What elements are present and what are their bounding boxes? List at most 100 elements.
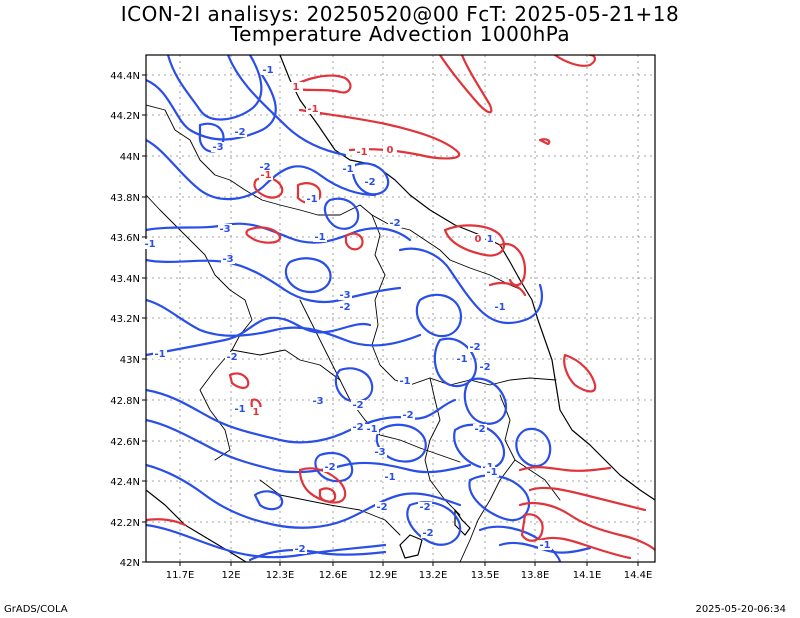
negative-contour-label: -3: [312, 396, 323, 407]
lon-tick-label: 12.6E: [319, 570, 348, 581]
lat-tick-label: 44.2N: [110, 111, 140, 122]
negative-contour-label: -1: [366, 424, 377, 435]
longitude-axis: 11.7E 12E 12.3E 12.6E 12.9E 13.2E 13.5E 13.8E 14…: [166, 562, 653, 581]
negative-label-bg: [468, 342, 482, 352]
lat-tick-label: 44N: [120, 152, 140, 163]
negative-contour-label: -2: [469, 342, 480, 353]
negative-label-bg: [153, 349, 167, 359]
negative-label-bg: [418, 502, 432, 512]
negative-contour-label: -1: [234, 404, 245, 415]
lat-tick-label: 44.4N: [110, 71, 140, 82]
negative-contour-label: -1: [486, 467, 497, 478]
negative-contour-label: -1: [494, 302, 505, 313]
negative-label-bg: [538, 540, 552, 550]
negative-contour-label: -1: [154, 349, 165, 360]
lon-tick-label: 13.8E: [521, 570, 550, 581]
negative-contour-label: -2: [419, 502, 430, 513]
lat-tick-label: 42N: [120, 558, 140, 569]
lon-tick-label: 12E: [221, 570, 240, 581]
lon-tick-label: 14.1E: [573, 570, 602, 581]
negative-label-bg: [363, 177, 377, 187]
positive-contour-label: 1: [253, 407, 260, 418]
lat-tick-label: 43N: [120, 355, 140, 366]
negative-contour-label: -3: [374, 447, 385, 458]
negative-contour-label: -1: [399, 376, 410, 387]
negative-contour-label: -1: [539, 540, 550, 551]
negative-label-bg: [421, 528, 435, 538]
positive-label-bg: [306, 104, 320, 114]
negative-label-bg: [375, 502, 389, 512]
negative-label-bg: [305, 194, 319, 204]
negative-contour-label: -1: [314, 232, 325, 243]
negative-label-bg: [351, 422, 365, 432]
negative-label-bg: [293, 544, 307, 554]
negative-contour-label: -1: [342, 164, 353, 175]
negative-contour-label: -2: [422, 528, 433, 539]
negative-contour-label: -2: [364, 177, 375, 188]
lon-tick-label: 12.3E: [266, 570, 295, 581]
positive-label-bg: [355, 147, 369, 157]
negative-label-bg: [233, 127, 247, 137]
negative-contour-label: -1: [456, 354, 467, 365]
negative-label-bg: [338, 302, 352, 312]
negative-contour-label: -3: [339, 290, 350, 301]
negative-label-bg: [383, 472, 397, 482]
negative-contour-label: -3: [219, 224, 230, 235]
map-subtitle: Temperature Advection 1000hPa: [229, 22, 571, 46]
lat-tick-label: 42.6N: [110, 437, 140, 448]
negative-label-bg: [218, 224, 232, 234]
negative-contour-label: -3: [222, 254, 233, 265]
positive-contour-label: 0: [475, 234, 482, 245]
negative-contour-label: -2: [226, 352, 237, 363]
positive-label-bg: [259, 170, 273, 180]
positive-contour-label: -1: [307, 104, 318, 115]
lat-tick-label: 43.4N: [110, 274, 140, 285]
negative-contour-label: -1: [306, 194, 317, 205]
negative-contour-label: -1: [144, 239, 155, 250]
negative-label-bg: [311, 396, 325, 406]
positive-advection-contours: [146, 55, 655, 560]
lat-tick-label: 42.4N: [110, 477, 140, 488]
positive-label-bg: [289, 82, 303, 92]
footer-timestamp: 2025-05-20-06:34: [695, 604, 786, 615]
negative-contour-label: -3: [212, 142, 223, 153]
negative-contour-label: -2: [234, 127, 245, 138]
negative-label-bg: [258, 162, 272, 172]
map-title: ICON-2I analisys: 20250520@00 FcT: 2025-…: [120, 2, 680, 26]
negative-contour-label: -2: [294, 544, 305, 555]
negative-label-bg: [473, 424, 487, 434]
lat-tick-label: 42.8N: [110, 396, 140, 407]
negative-contour-label: -2: [402, 410, 413, 421]
negative-contour-label: -1: [384, 472, 395, 483]
negative-contour-label: -2: [352, 400, 363, 411]
lon-tick-label: 14.4E: [624, 570, 653, 581]
negative-label-bg: [365, 424, 379, 434]
negative-contour-label: -2: [324, 462, 335, 473]
negative-label-bg: [485, 467, 499, 477]
negative-label-bg: [323, 462, 337, 472]
lon-tick-label: 13.5E: [471, 570, 500, 581]
lon-tick-label: 11.7E: [166, 570, 195, 581]
negative-label-bg: [313, 232, 327, 242]
negative-label-bg: [481, 234, 495, 244]
negative-label-bg: [225, 352, 239, 362]
negative-label-bg: [338, 290, 352, 300]
footer-credit: GrADS/COLA: [4, 604, 68, 615]
lon-tick-label: 12.9E: [369, 570, 398, 581]
negative-label-bg: [398, 376, 412, 386]
lon-tick-label: 13.2E: [419, 570, 448, 581]
positive-contour-label: 1: [293, 82, 300, 93]
negative-label-bg: [211, 142, 225, 152]
lat-tick-label: 42.2N: [110, 518, 140, 529]
plot-frame: [145, 54, 656, 563]
negative-contour-label: -2: [376, 502, 387, 513]
negative-contour-label: -1: [482, 234, 493, 245]
negative-label-bg: [478, 362, 492, 372]
latitude-axis: 44.4N 44.2N 44N 43.8N 43.6N 43.4N 43.2N 43N 42.8…: [110, 71, 146, 569]
negative-contour-label: -2: [352, 422, 363, 433]
negative-label-bg: [455, 354, 469, 364]
negative-label-bg: [233, 404, 247, 414]
negative-label-bg: [261, 65, 275, 75]
negative-label-bg: [401, 410, 415, 420]
